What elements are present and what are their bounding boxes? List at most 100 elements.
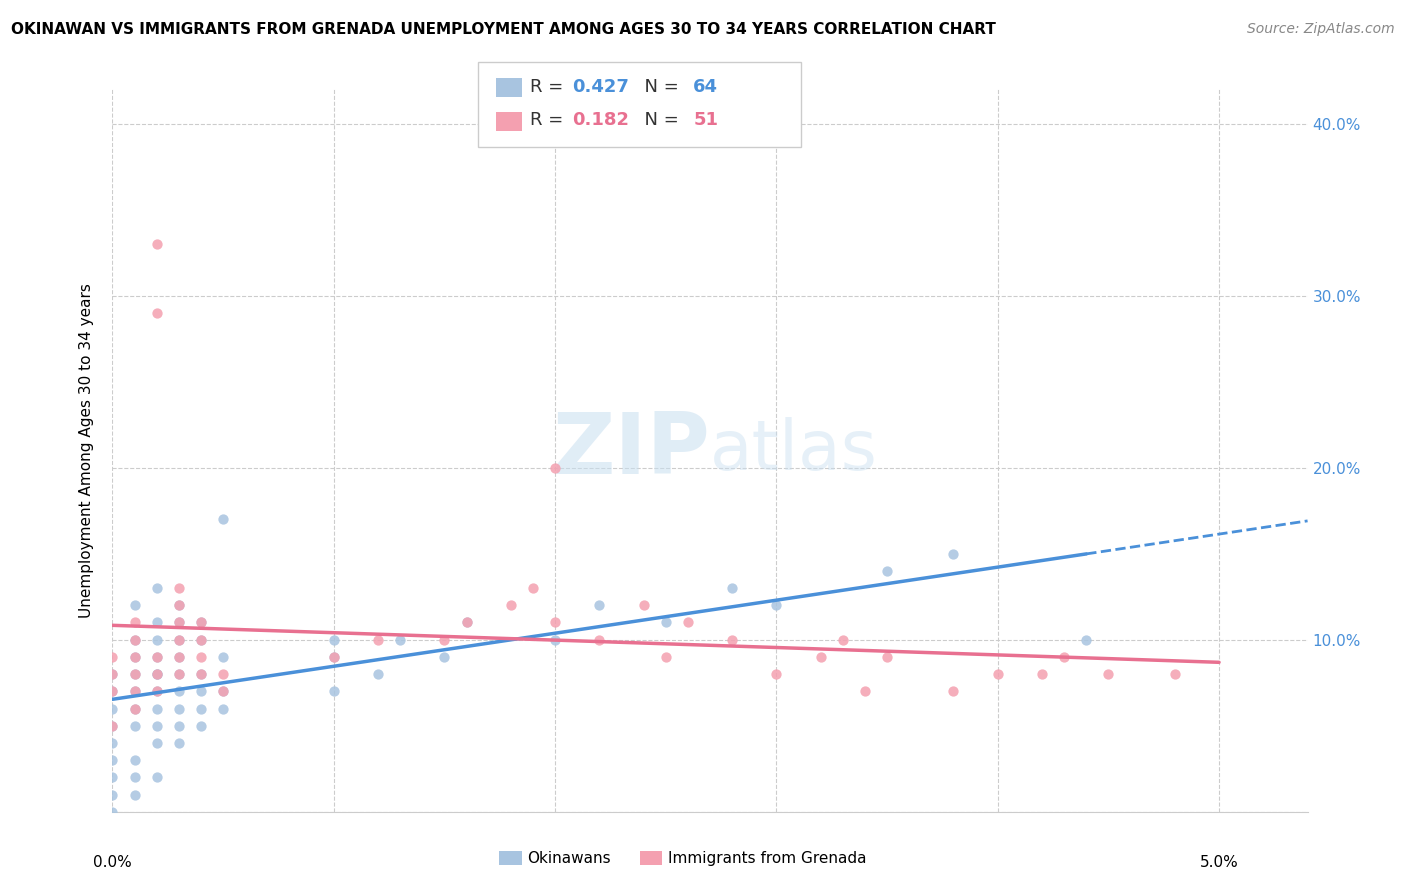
Point [145, 632, 167, 647]
Text: 5.0%: 5.0% [1199, 855, 1239, 870]
Point [1076, 632, 1098, 647]
Point [167, 736, 190, 750]
Point [942, 684, 965, 698]
Point [1031, 667, 1053, 681]
Point [101, 667, 124, 681]
Point [167, 667, 190, 681]
Point [322, 632, 344, 647]
Point [101, 719, 124, 733]
Point [212, 512, 235, 526]
Point [124, 684, 146, 698]
Point [145, 684, 167, 698]
Point [124, 770, 146, 784]
Point [522, 581, 544, 595]
Point [101, 770, 124, 784]
Point [190, 632, 212, 647]
Point [101, 684, 124, 698]
Point [167, 684, 190, 698]
Point [190, 615, 212, 630]
Point [101, 719, 124, 733]
Point [544, 460, 567, 475]
Point [544, 615, 567, 630]
Point [456, 615, 478, 630]
Text: ZIP: ZIP [553, 409, 710, 492]
Text: Source: ZipAtlas.com: Source: ZipAtlas.com [1247, 22, 1395, 37]
Text: 0.427: 0.427 [572, 78, 628, 95]
Point [124, 599, 146, 613]
Point [167, 632, 190, 647]
Point [212, 701, 235, 715]
Point [876, 564, 898, 578]
Point [212, 649, 235, 664]
Text: Okinawans: Okinawans [527, 851, 610, 865]
Point [167, 599, 190, 613]
Text: Immigrants from Grenada: Immigrants from Grenada [668, 851, 866, 865]
Text: OKINAWAN VS IMMIGRANTS FROM GRENADA UNEMPLOYMENT AMONG AGES 30 TO 34 YEARS CORRE: OKINAWAN VS IMMIGRANTS FROM GRENADA UNEM… [11, 22, 995, 37]
Point [167, 599, 190, 613]
Point [124, 667, 146, 681]
Point [145, 770, 167, 784]
Point [212, 684, 235, 698]
Point [145, 306, 167, 320]
Point [588, 599, 610, 613]
Point [167, 701, 190, 715]
Point [145, 719, 167, 733]
Point [588, 632, 610, 647]
Point [810, 649, 832, 664]
Point [322, 649, 344, 664]
Point [655, 649, 678, 664]
Point [876, 649, 898, 664]
Point [167, 615, 190, 630]
Point [721, 581, 744, 595]
Point [167, 581, 190, 595]
Point [167, 632, 190, 647]
Point [190, 615, 212, 630]
Point [124, 632, 146, 647]
Point [124, 719, 146, 733]
Point [124, 649, 146, 664]
Point [145, 667, 167, 681]
Point [101, 736, 124, 750]
Point [433, 632, 456, 647]
Text: 0.182: 0.182 [572, 112, 630, 129]
Point [987, 667, 1010, 681]
Point [124, 632, 146, 647]
Point [145, 667, 167, 681]
Point [853, 684, 876, 698]
Point [124, 788, 146, 802]
Point [145, 649, 167, 664]
Point [167, 649, 190, 664]
Point [101, 753, 124, 767]
Point [367, 667, 389, 681]
Point [633, 599, 655, 613]
Point [322, 684, 344, 698]
Point [167, 667, 190, 681]
Point [145, 667, 167, 681]
Point [765, 667, 787, 681]
Point [190, 632, 212, 647]
Point [145, 736, 167, 750]
Text: 51: 51 [693, 112, 718, 129]
Point [1053, 649, 1076, 664]
Point [145, 237, 167, 252]
Point [1097, 667, 1119, 681]
Point [124, 615, 146, 630]
Point [124, 667, 146, 681]
Point [145, 649, 167, 664]
Point [101, 805, 124, 819]
Point [190, 667, 212, 681]
Point [101, 788, 124, 802]
Y-axis label: Unemployment Among Ages 30 to 34 years: Unemployment Among Ages 30 to 34 years [79, 283, 94, 618]
Point [655, 615, 678, 630]
Point [831, 632, 853, 647]
Point [433, 649, 456, 664]
Text: 0.0%: 0.0% [93, 855, 132, 870]
Point [145, 701, 167, 715]
Point [190, 667, 212, 681]
Point [389, 632, 412, 647]
Point [167, 615, 190, 630]
Point [456, 615, 478, 630]
Point [942, 547, 965, 561]
Point [322, 649, 344, 664]
Point [212, 684, 235, 698]
